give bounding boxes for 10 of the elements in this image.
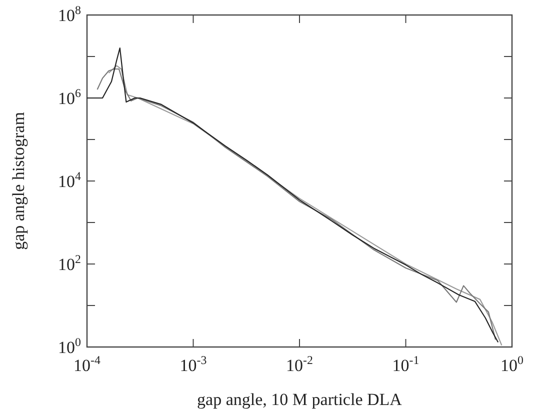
y-axis-title: gap angle histogram (9, 112, 28, 250)
x-tick-label: 10$^{0}$ (500, 353, 524, 375)
x-tick-label: 10$^{-3}$ (180, 353, 207, 375)
x-tick-label: 10$^{-2}$ (286, 353, 314, 375)
y-tick-label: 10$^{8}$ (58, 3, 82, 25)
x-tick-label: 10$^{-1}$ (392, 353, 420, 375)
y-tick-label: 10$^{6}$ (58, 86, 82, 108)
y-tick-label: 10$^{2}$ (58, 252, 82, 274)
x-axis-title: gap angle, 10 M particle DLA (197, 390, 403, 409)
y-tick-label: 10$^{4}$ (58, 169, 82, 191)
